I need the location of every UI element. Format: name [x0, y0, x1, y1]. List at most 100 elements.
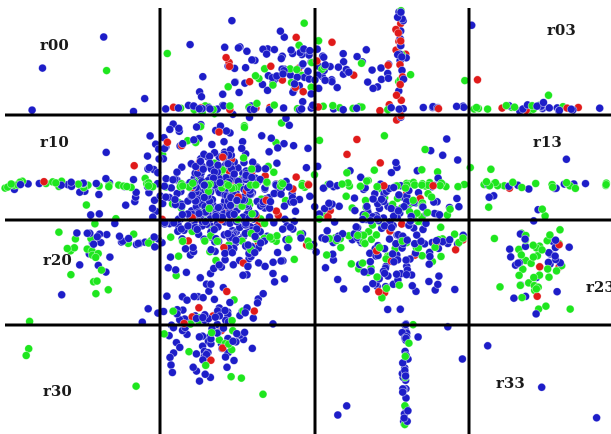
data-point: [195, 273, 205, 283]
grid-lines: [5, 8, 611, 434]
data-point: [483, 341, 493, 351]
data-point: [416, 236, 426, 246]
region-label-r10: r10: [40, 133, 69, 151]
data-point: [394, 104, 404, 114]
data-point: [392, 269, 401, 279]
data-point: [562, 154, 571, 164]
data-point: [406, 70, 415, 80]
data-point: [304, 180, 313, 190]
data-point: [372, 272, 382, 282]
data-point: [442, 134, 452, 144]
data-point: [198, 164, 208, 174]
data-point: [181, 244, 190, 254]
data-point: [338, 105, 348, 115]
data-point: [397, 52, 407, 62]
data-point: [506, 252, 516, 262]
data-point: [458, 354, 467, 364]
data-point: [387, 168, 396, 177]
data-point: [532, 284, 541, 294]
data-point: [101, 148, 111, 157]
data-point: [544, 90, 553, 100]
data-point: [423, 208, 432, 217]
data-point: [103, 285, 113, 295]
data-point: [509, 293, 519, 303]
data-point: [342, 168, 352, 178]
region-label-r13: r13: [533, 133, 562, 151]
data-point: [367, 65, 377, 75]
data-point: [129, 161, 139, 171]
data-point: [452, 102, 461, 111]
data-point: [385, 234, 394, 244]
data-point: [163, 137, 172, 147]
data-point: [258, 389, 268, 399]
data-point: [223, 159, 233, 169]
data-point: [338, 49, 348, 59]
data-point: [303, 144, 313, 153]
data-point: [344, 67, 354, 77]
data-point: [552, 287, 562, 297]
data-point: [424, 259, 434, 269]
data-point: [362, 176, 372, 186]
data-point: [264, 147, 274, 157]
data-point: [517, 293, 527, 302]
data-point: [188, 243, 198, 252]
data-point: [102, 230, 112, 239]
data-point: [172, 167, 182, 177]
data-point: [339, 284, 348, 294]
region-label-r03: r03: [547, 21, 576, 39]
data-point: [362, 202, 372, 211]
data-point: [380, 131, 389, 141]
data-point: [184, 347, 194, 357]
data-point: [384, 73, 393, 83]
data-point: [375, 158, 385, 168]
data-point: [250, 248, 260, 257]
data-point: [210, 295, 219, 304]
data-point: [182, 268, 191, 277]
data-point: [268, 257, 278, 267]
data-point: [82, 200, 91, 210]
data-point: [101, 174, 111, 183]
data-point: [257, 131, 267, 141]
data-point: [291, 172, 301, 182]
data-point: [389, 257, 399, 267]
data-point: [144, 238, 153, 248]
data-point: [360, 239, 370, 248]
data-point: [529, 252, 538, 262]
data-point: [505, 244, 515, 254]
data-point: [296, 233, 306, 243]
data-point: [358, 258, 367, 268]
data-point: [220, 306, 230, 315]
data-point: [428, 181, 438, 191]
data-point: [332, 83, 342, 92]
data-point: [218, 89, 228, 99]
data-point: [218, 343, 228, 353]
data-point: [413, 332, 423, 342]
data-point: [420, 145, 430, 154]
data-point: [445, 235, 455, 245]
data-point: [195, 332, 204, 342]
data-point: [243, 262, 253, 271]
data-point: [407, 281, 417, 291]
data-point: [555, 225, 565, 235]
data-point: [544, 272, 554, 282]
data-point: [223, 82, 233, 92]
data-point: [218, 152, 228, 162]
data-point: [189, 135, 199, 145]
data-point: [273, 248, 282, 257]
region-label-r00: r00: [40, 36, 69, 54]
data-point: [473, 75, 482, 85]
data-point: [207, 328, 216, 338]
data-point: [564, 242, 574, 252]
data-point: [92, 232, 102, 242]
data-point: [394, 280, 404, 290]
data-point: [305, 191, 315, 201]
data-point: [315, 136, 324, 145]
data-point: [408, 196, 418, 205]
data-point: [221, 352, 230, 362]
data-point: [483, 104, 492, 114]
data-point: [162, 291, 172, 301]
data-point: [231, 235, 241, 245]
data-point: [140, 94, 150, 103]
data-point: [581, 179, 590, 188]
data-point: [200, 369, 210, 379]
